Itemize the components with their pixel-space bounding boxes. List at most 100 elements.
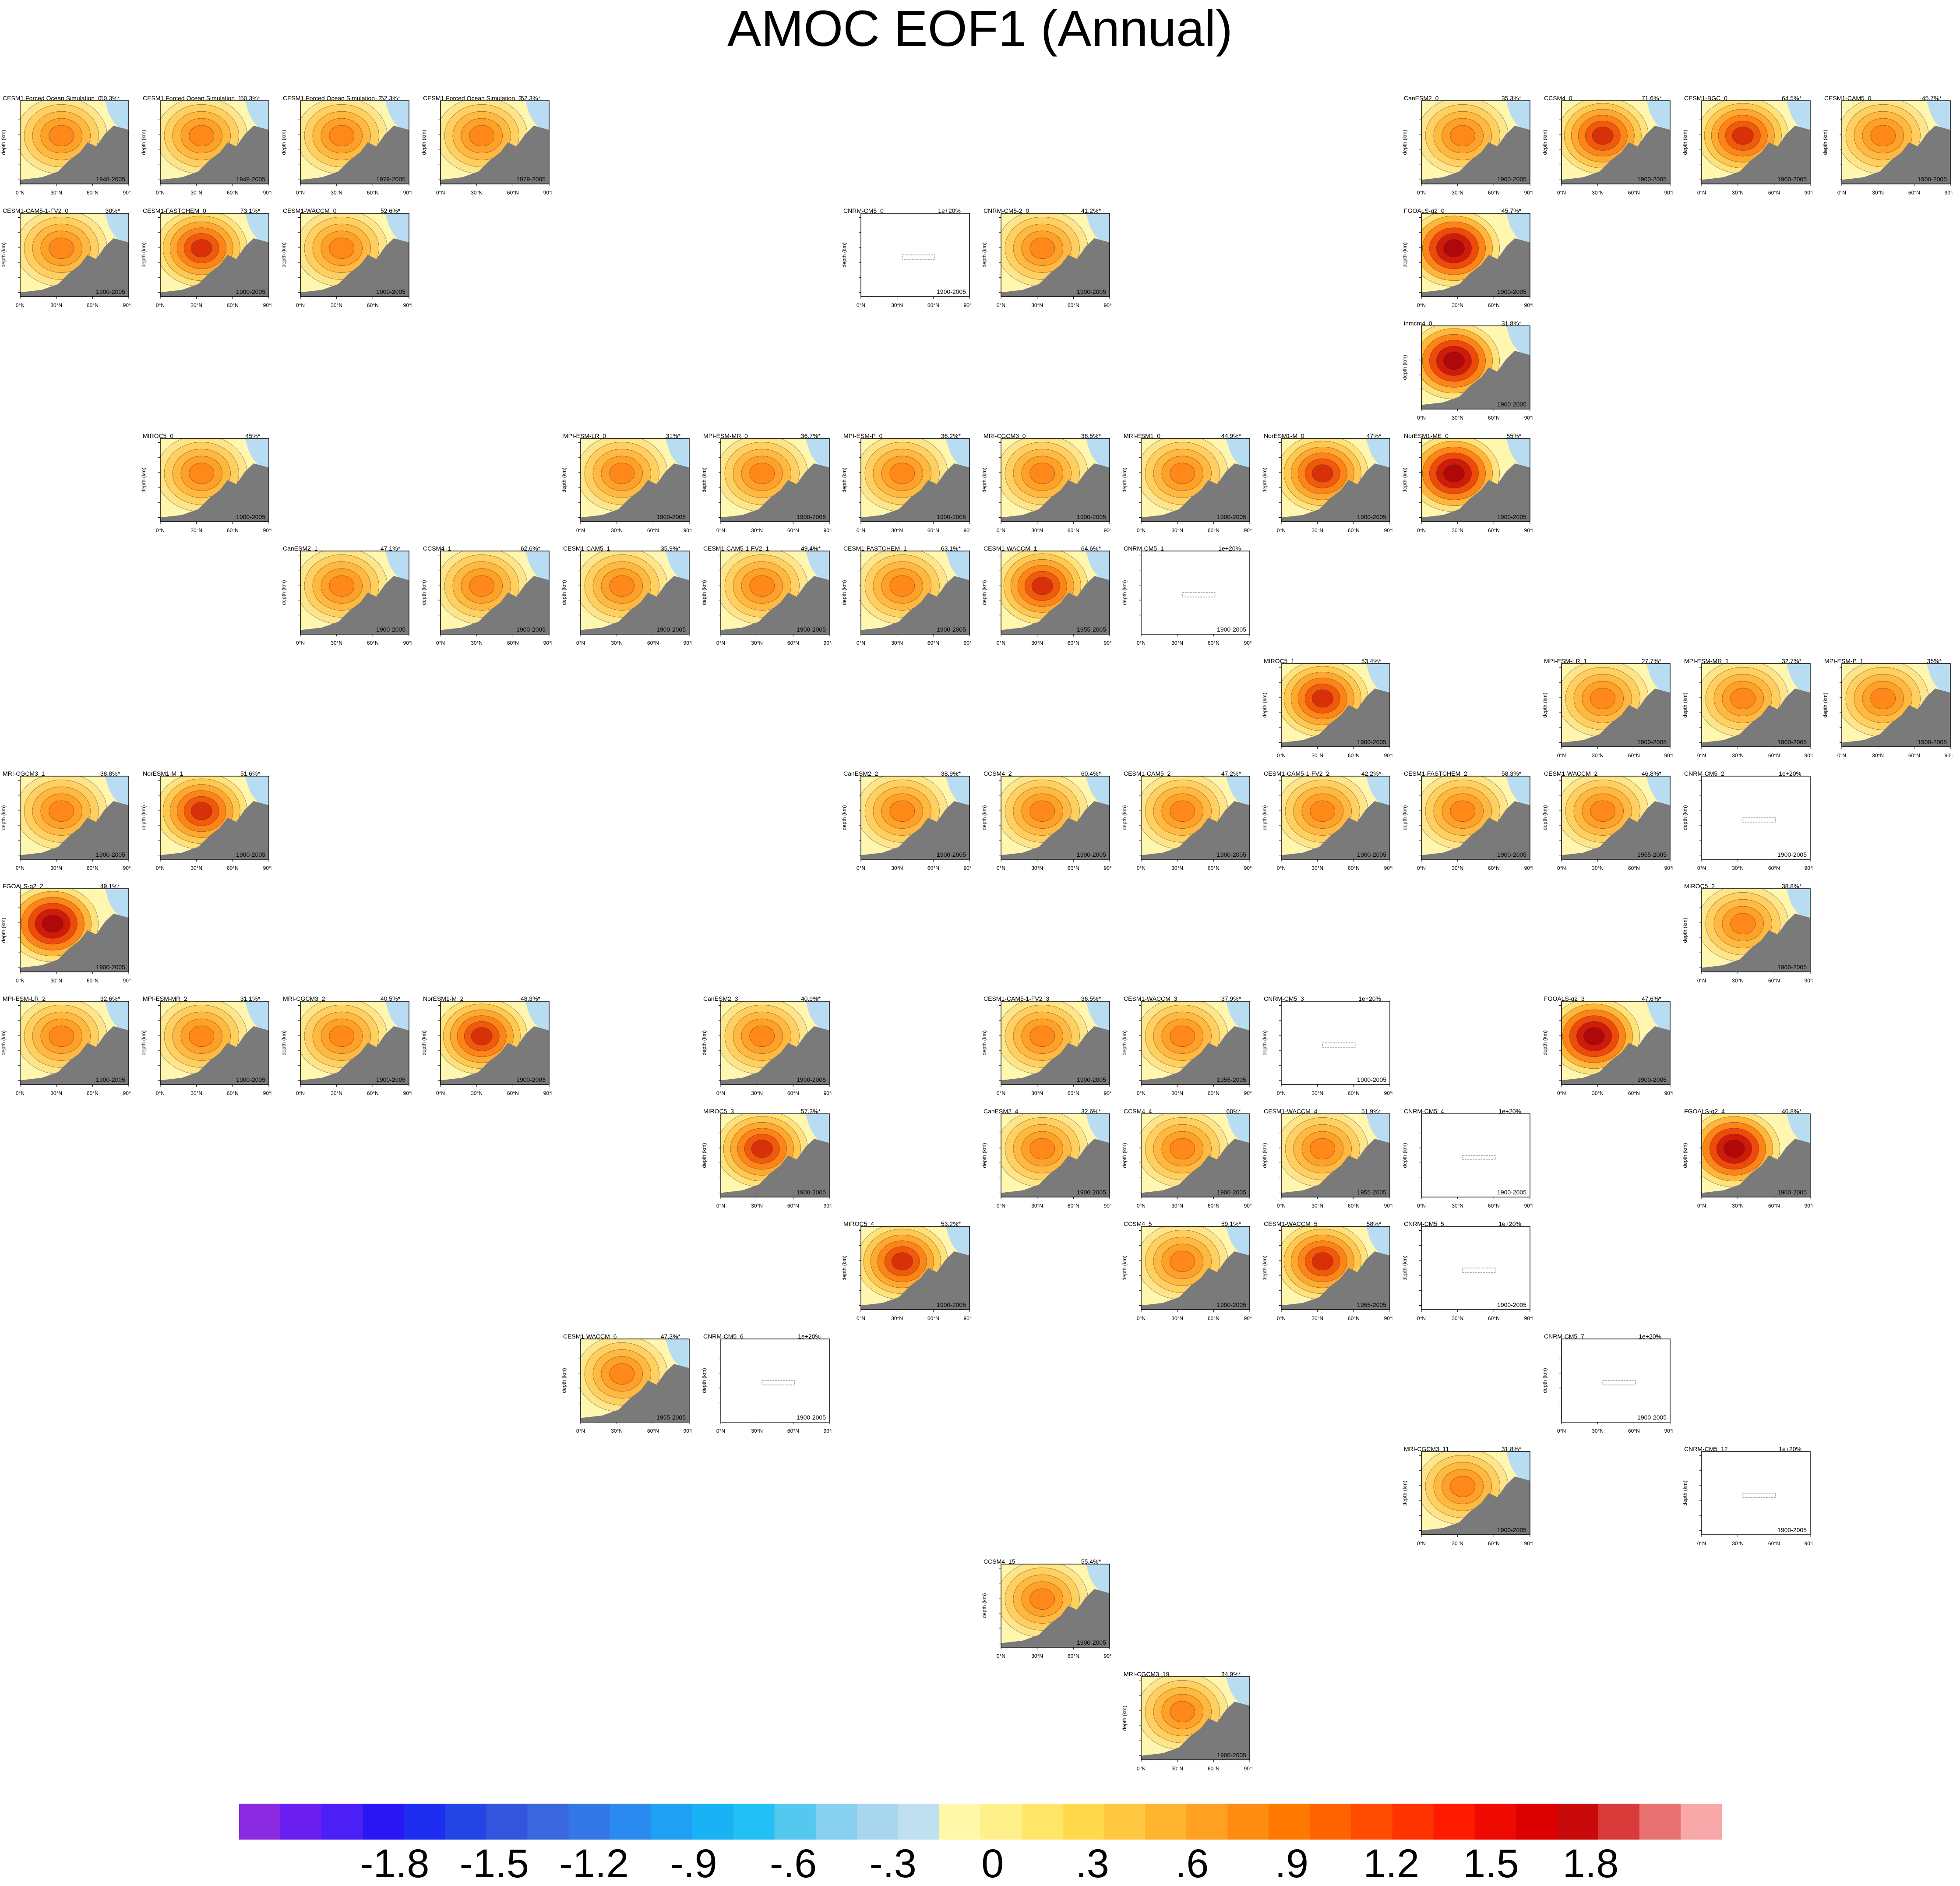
y-axis-label: depth (km)	[1262, 1030, 1268, 1055]
x-tick-label: 0°N	[716, 1428, 725, 1434]
panel-years: 1900-2005	[1497, 1526, 1526, 1533]
panel-variance-explained: 1e+20%	[1358, 995, 1381, 1002]
plot-frame	[1141, 1001, 1250, 1085]
panel-model-name: CNRM-CM5_2	[1684, 770, 1724, 777]
negative-anomaly-region	[1086, 1001, 1110, 1035]
panel-plot: depth (km) 0°N 30°N 60°N 90°N 1900-2005	[281, 213, 412, 308]
panel-years: 1948-2005	[236, 176, 265, 183]
panel-variance-explained: 60.4%*	[1081, 770, 1101, 777]
contour-level	[609, 1363, 635, 1385]
amoc-panel: MRI-CGCM3_1 38.8%* depth (km) 0°N 30°N 60°N 90…	[0, 770, 131, 875]
y-axis-label: depth (km)	[701, 1143, 707, 1168]
x-tick-label: 90°N	[684, 640, 692, 646]
contour-level	[749, 1025, 775, 1047]
panel-years: 1900-2005	[1217, 1752, 1246, 1759]
x-tick-label: 90°N	[263, 865, 271, 871]
contour-level	[1029, 237, 1055, 259]
panel-model-name: NorESM1-M_0	[1264, 432, 1304, 439]
x-tick-label: 0°N	[1137, 640, 1146, 646]
panel-plot: depth (km) 0°N 30°N 60°N 90°N 1900-2005	[281, 551, 412, 646]
panel-variance-explained: 63.1%*	[941, 545, 961, 552]
x-tick-label: 30°N	[1171, 640, 1183, 646]
panel-variance-explained: 62.6%*	[520, 545, 540, 552]
panel-years: 1900-2005	[96, 851, 125, 858]
x-tick-label: 0°N	[1277, 1090, 1286, 1096]
x-tick-label: 60°N	[227, 527, 239, 533]
panel-plot: depth (km) 0°N 30°N 60°N 90°N 1900-2005	[841, 551, 972, 646]
plot-frame	[1001, 1001, 1110, 1085]
y-axis-label: depth (km)	[1121, 1706, 1128, 1731]
x-tick-label: 30°N	[471, 640, 483, 646]
negative-anomaly-region	[385, 1001, 409, 1035]
bathymetry-mask	[20, 801, 129, 859]
x-tick-label: 60°N	[1348, 1090, 1360, 1096]
negative-anomaly-region	[1366, 776, 1390, 809]
colorbar	[239, 1804, 1722, 1840]
x-tick-label: 0°N	[436, 640, 445, 646]
x-tick-label: 60°N	[1488, 1203, 1500, 1209]
amoc-panel: CCSM4_4 60%* depth (km) 0°N 30°N 60°N 90°N 1900…	[1121, 1108, 1252, 1213]
x-tick-label: 90°N	[1805, 865, 1813, 871]
contour-level	[49, 1025, 74, 1047]
panel-model-name: MIROC5_2	[1684, 883, 1715, 890]
panel-model-name: CESM1 Forced Ocean Simulation_1	[143, 95, 242, 102]
plot-frame	[720, 1113, 830, 1197]
panel-plot: depth (km) 0°N 30°N 60°N 90°N 1948-2005	[0, 100, 131, 196]
bathymetry-mask	[1001, 463, 1110, 522]
x-tick-label: 0°N	[997, 865, 1005, 871]
contour-level	[1310, 800, 1336, 822]
colorbar-swatch	[1186, 1804, 1228, 1840]
y-axis-label: depth (km)	[0, 130, 7, 155]
y-axis-label: depth (km)	[1402, 805, 1408, 830]
plot-frame	[160, 776, 269, 860]
x-tick-label: 30°N	[751, 527, 763, 533]
y-axis-label: depth (km)	[841, 242, 847, 267]
panel-variance-explained: 60%*	[1226, 1108, 1241, 1115]
x-tick-label: 60°N	[1768, 1540, 1780, 1547]
colorbar-tick-label: -1.8	[360, 1841, 430, 1886]
x-tick-label: 0°N	[16, 978, 25, 984]
x-tick-label: 0°N	[1557, 1090, 1566, 1096]
panel-years: 1900-2005	[1777, 176, 1807, 183]
panel-model-name: CNRM-CM5-2_0	[984, 207, 1029, 214]
bathymetry-mask	[1001, 238, 1110, 297]
amoc-panel: CESM1-WACCM_2 46.8%* depth (km) 0°N 30°N 60°N…	[1541, 770, 1673, 875]
empty-marker	[1322, 1042, 1356, 1048]
panel-model-name: CESM1-WACCM_4	[1264, 1108, 1318, 1115]
panel-plot: depth (km) 0°N 30°N 60°N 90°N 1900-2005	[1121, 438, 1252, 533]
bathymetry-mask	[1001, 1589, 1110, 1647]
x-tick-label: 60°N	[1768, 1203, 1780, 1209]
contour-level	[1170, 1138, 1195, 1160]
amoc-panel: MPI-ESM-LR_1 27.7%* depth (km) 0°N 30°N 60°N 9…	[1541, 657, 1673, 763]
plot-frame	[1141, 1226, 1250, 1310]
x-tick-label: 60°N	[87, 1090, 99, 1096]
x-tick-label: 90°N	[1524, 1203, 1533, 1209]
colorbar-swatch	[692, 1804, 734, 1840]
negative-anomaly-region	[1226, 1001, 1250, 1035]
panel-model-name: CNRM-CM5_3	[1264, 995, 1304, 1002]
x-tick-label: 90°N	[1384, 1315, 1392, 1321]
panel-model-name: CESM1-BGC_0	[1684, 95, 1727, 102]
plot-frame	[1141, 1113, 1250, 1197]
colorbar-swatch	[1433, 1804, 1475, 1840]
negative-anomaly-region	[105, 101, 129, 134]
contour-level	[1029, 1588, 1055, 1610]
colorbar-swatch	[1145, 1804, 1187, 1840]
plot-frame	[1001, 213, 1110, 297]
plot-frame	[1281, 1113, 1390, 1197]
x-tick-label: 0°N	[857, 640, 865, 646]
contour-level	[49, 125, 74, 147]
panel-years: 1900-2005	[1777, 851, 1807, 858]
negative-anomaly-region	[945, 1226, 969, 1260]
amoc-panel: NorESM1-M_1 51.6%* depth (km) 0°N 30°N 60°N 90…	[140, 770, 271, 875]
panel-plot: depth (km) 0°N 30°N 60°N 90°N 1900-2005	[841, 213, 972, 308]
panel-years: 1900-2005	[376, 626, 405, 633]
x-tick-label: 90°N	[964, 865, 972, 871]
bathymetry-mask	[1421, 126, 1530, 184]
contour-level	[329, 125, 355, 147]
bathymetry-mask	[1562, 126, 1670, 184]
panel-model-name: FGOALS-g2_3	[1544, 995, 1585, 1002]
x-tick-label: 0°N	[997, 1203, 1005, 1209]
x-tick-label: 30°N	[1311, 1090, 1323, 1096]
x-tick-label: 30°N	[1452, 1203, 1463, 1209]
